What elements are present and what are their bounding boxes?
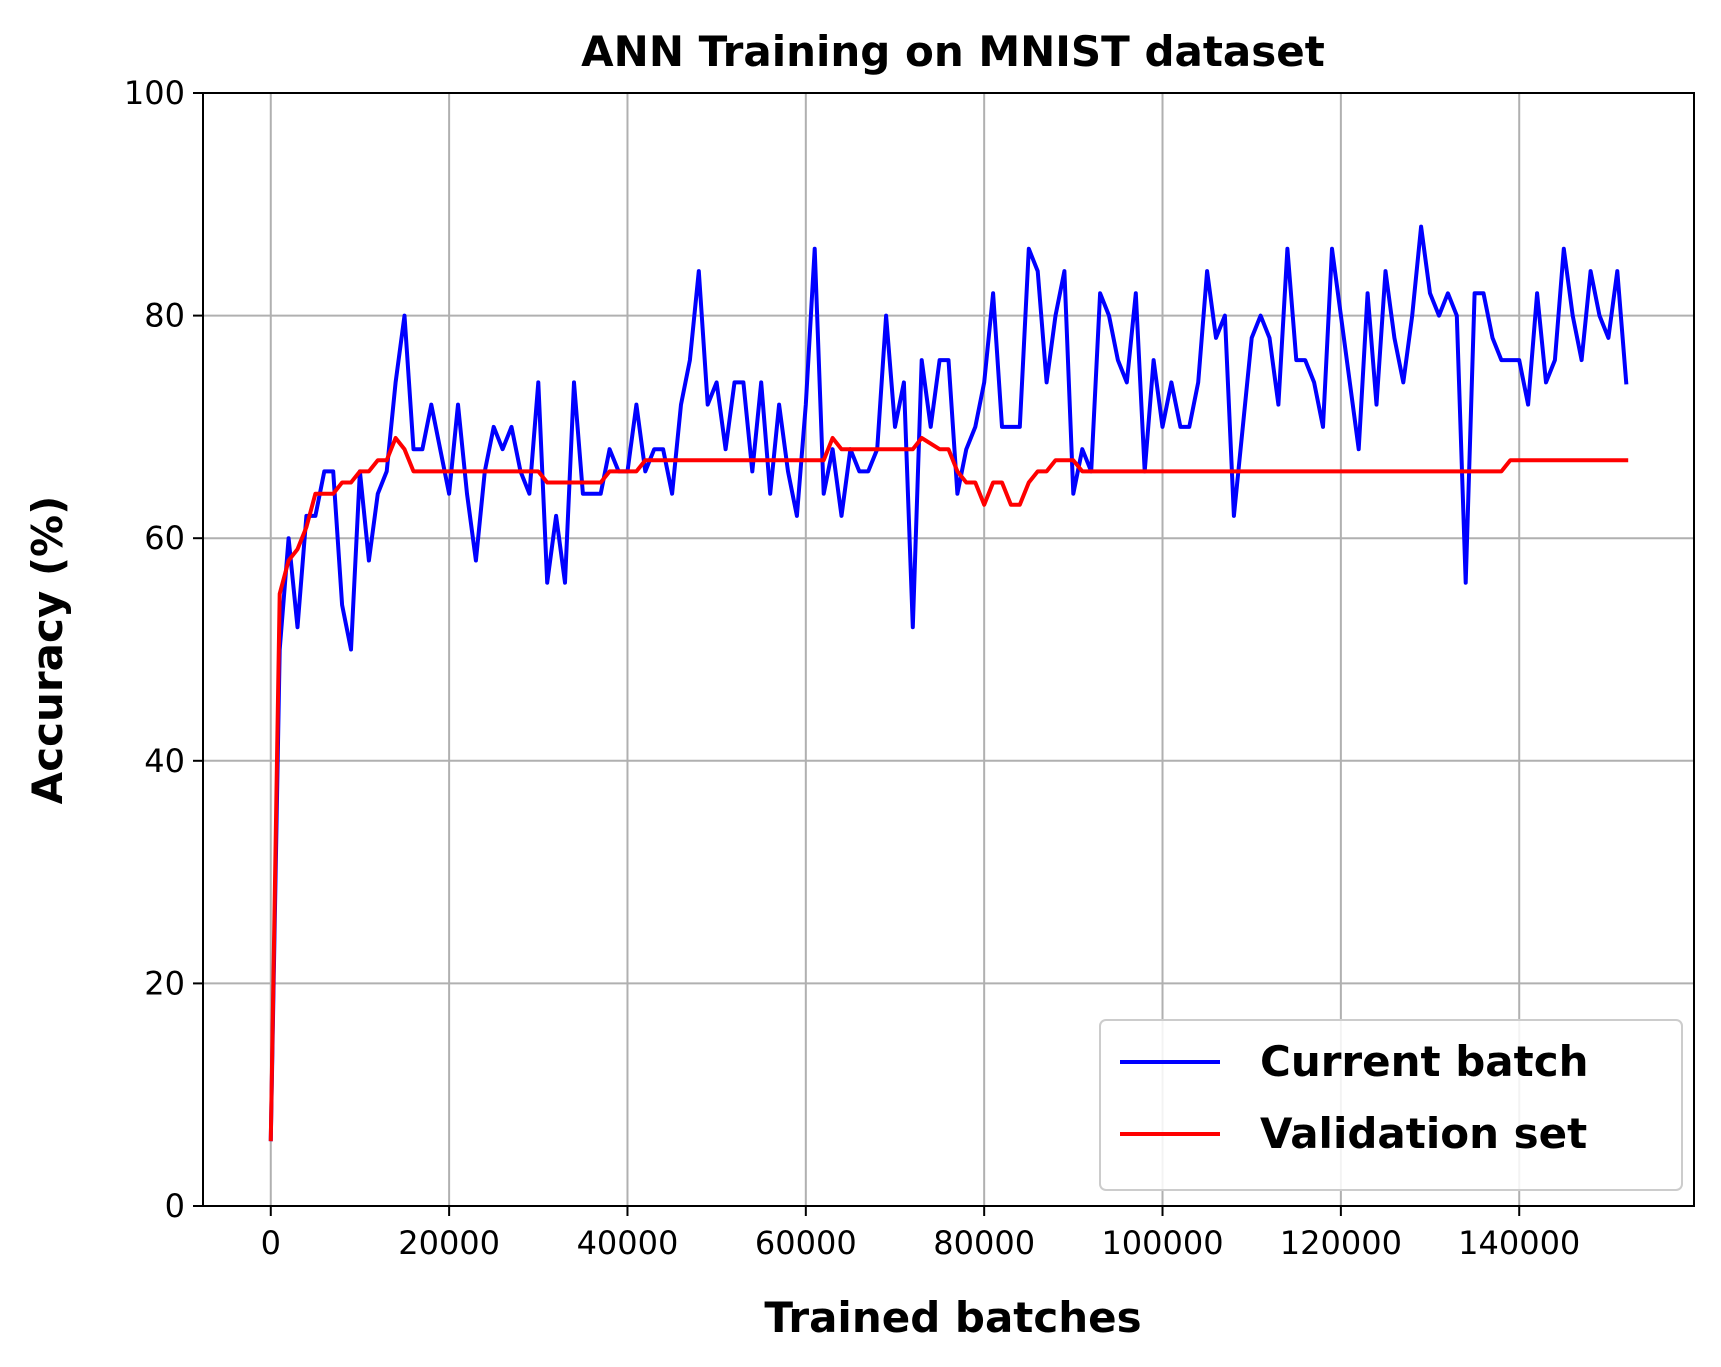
chart-title: ANN Training on MNIST dataset (581, 27, 1325, 76)
legend-label-validation-set: Validation set (1260, 1109, 1587, 1158)
x-tick-label: 120000 (1280, 1224, 1402, 1262)
y-tick-label: 100 (124, 74, 185, 112)
x-tick-label: 60000 (755, 1224, 857, 1262)
legend-label-current-batch: Current batch (1260, 1037, 1589, 1086)
y-tick-label: 40 (144, 742, 185, 780)
x-tick-label: 20000 (398, 1224, 500, 1262)
series-line-current-batch (268, 224, 1629, 1142)
y-tick-label: 60 (144, 519, 185, 557)
x-tick-label: 0 (261, 1224, 281, 1262)
legend: Current batch Validation set (1099, 1019, 1683, 1191)
x-axis-ticks: 0 20000 40000 60000 80000 100000 120000 140000 (261, 1206, 1580, 1262)
y-axis-ticks: 0 20 40 60 80 100 (124, 74, 203, 1225)
series-layer (268, 224, 1629, 1142)
y-axis-label: Accuracy (%) (23, 496, 72, 805)
x-tick-label: 80000 (933, 1224, 1035, 1262)
y-tick-label: 20 (144, 964, 185, 1002)
x-tick-label: 140000 (1458, 1224, 1580, 1262)
y-tick-label: 80 (144, 297, 185, 335)
x-axis-label: Trained batches (764, 1293, 1141, 1342)
y-tick-label: 0 (165, 1187, 185, 1225)
x-tick-label: 40000 (577, 1224, 679, 1262)
series-line-validation-set (268, 436, 1629, 1142)
plot-frame (202, 92, 1695, 1207)
legend-box (1099, 1019, 1683, 1191)
x-tick-label: 100000 (1101, 1224, 1223, 1262)
